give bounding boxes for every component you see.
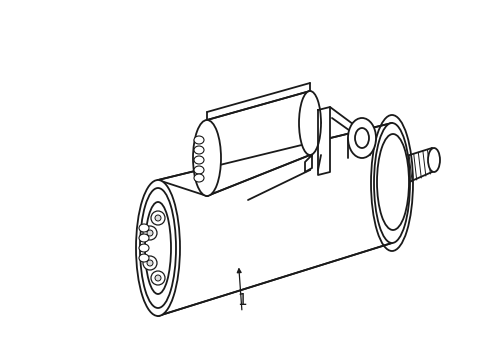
Ellipse shape bbox=[142, 256, 157, 270]
Ellipse shape bbox=[193, 120, 221, 196]
Ellipse shape bbox=[136, 180, 180, 316]
Ellipse shape bbox=[194, 156, 203, 164]
Polygon shape bbox=[317, 107, 329, 175]
Polygon shape bbox=[206, 91, 309, 196]
Ellipse shape bbox=[194, 174, 203, 182]
Ellipse shape bbox=[347, 118, 375, 158]
Ellipse shape bbox=[145, 202, 171, 294]
Ellipse shape bbox=[373, 123, 409, 243]
Ellipse shape bbox=[194, 136, 203, 144]
Ellipse shape bbox=[298, 91, 320, 155]
Ellipse shape bbox=[354, 128, 368, 148]
Ellipse shape bbox=[194, 146, 203, 154]
Ellipse shape bbox=[142, 226, 157, 240]
Ellipse shape bbox=[151, 211, 164, 225]
Text: 1: 1 bbox=[237, 293, 246, 308]
Ellipse shape bbox=[139, 254, 149, 262]
Ellipse shape bbox=[139, 224, 149, 232]
Ellipse shape bbox=[155, 275, 161, 281]
Ellipse shape bbox=[155, 215, 161, 221]
Polygon shape bbox=[158, 123, 391, 316]
Ellipse shape bbox=[376, 134, 408, 230]
Polygon shape bbox=[305, 155, 311, 172]
Ellipse shape bbox=[139, 234, 149, 242]
Ellipse shape bbox=[194, 166, 203, 174]
Ellipse shape bbox=[147, 230, 153, 236]
Ellipse shape bbox=[427, 148, 439, 172]
Ellipse shape bbox=[140, 188, 176, 308]
Ellipse shape bbox=[139, 244, 149, 252]
Ellipse shape bbox=[151, 271, 164, 285]
Ellipse shape bbox=[147, 260, 153, 266]
